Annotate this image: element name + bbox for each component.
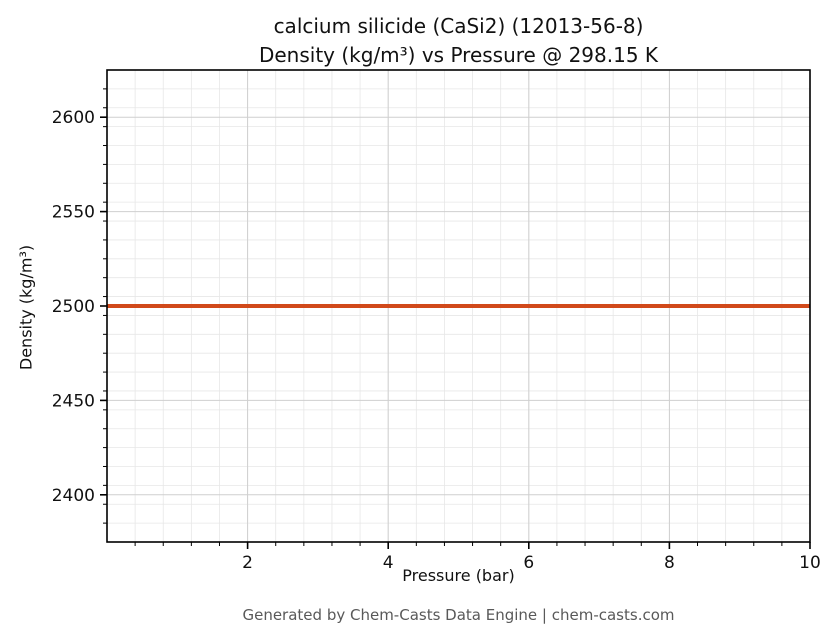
x-tick-label: 6	[523, 553, 534, 573]
x-axis-label: Pressure (bar)	[402, 566, 515, 585]
chart-title-line1: calcium silicide (CaSi2) (12013-56-8)	[273, 14, 644, 38]
x-tick-label: 10	[799, 553, 821, 573]
y-tick-label: 2500	[52, 297, 95, 317]
y-axis-label: Density (kg/m³)	[16, 244, 36, 371]
y-tick-label: 2550	[52, 203, 95, 223]
x-tick-label: 8	[664, 553, 675, 573]
x-tick-label: 2	[242, 553, 253, 573]
x-tick-label: 4	[383, 553, 394, 573]
chart-title-line2: Density (kg/m³) vs Pressure @ 298.15 K	[258, 43, 659, 67]
y-tick-label: 2450	[52, 391, 95, 411]
y-tick-label: 2400	[52, 486, 95, 506]
chart-title: calcium silicide (CaSi2) (12013-56-8) De…	[107, 12, 810, 70]
y-tick-label: 2600	[52, 108, 95, 128]
footer-credit: Generated by Chem-Casts Data Engine | ch…	[242, 606, 675, 624]
